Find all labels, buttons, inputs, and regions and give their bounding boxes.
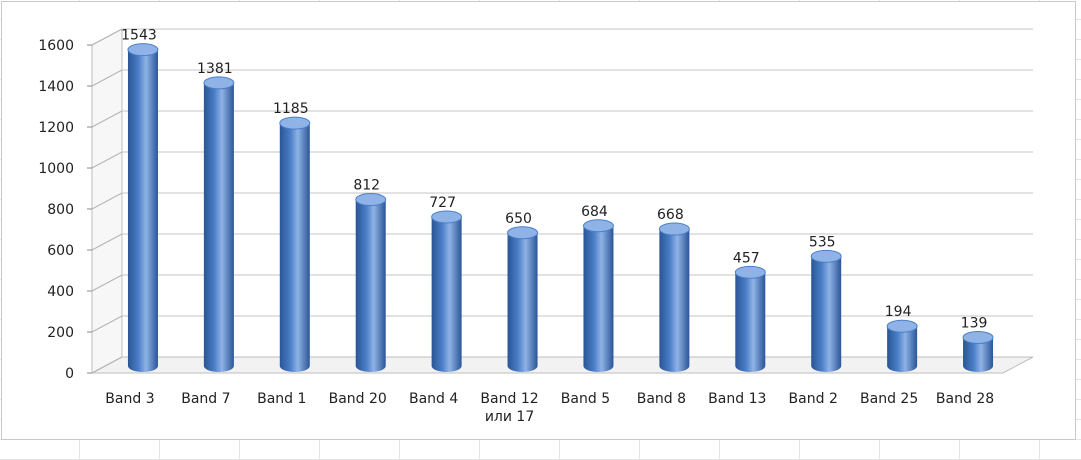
bar bbox=[203, 76, 235, 373]
x-tick-label: Band 25 bbox=[860, 391, 918, 407]
x-tick-label: Band 20 bbox=[329, 391, 387, 407]
data-label: 727 bbox=[429, 195, 456, 211]
bar-top bbox=[810, 249, 842, 263]
x-tick-label: Band 3 bbox=[105, 391, 154, 407]
bar-body bbox=[507, 232, 538, 373]
y-tick-label: 1200 bbox=[38, 120, 74, 136]
data-label: 812 bbox=[353, 178, 380, 194]
bar bbox=[810, 249, 842, 372]
data-label: 457 bbox=[733, 250, 760, 266]
bars: 1543 Band 3 1381 Band 7 1185 Band 1 812 Band 20… bbox=[105, 28, 994, 425]
gridline-side bbox=[91, 233, 123, 251]
bar-body bbox=[735, 272, 766, 372]
bar-body bbox=[811, 256, 842, 372]
x-tick-label: Band 28 bbox=[936, 391, 994, 407]
gridlines bbox=[91, 28, 1033, 374]
bar bbox=[279, 116, 311, 372]
gridline-side bbox=[91, 274, 123, 292]
bar-body bbox=[355, 199, 386, 372]
bar bbox=[431, 210, 463, 372]
bar-top bbox=[582, 219, 614, 233]
bar-top bbox=[355, 193, 387, 207]
bar-top bbox=[658, 222, 690, 236]
y-tick-label: 1600 bbox=[38, 38, 74, 54]
y-tick-label: 800 bbox=[47, 202, 74, 218]
y-axis: 0 200 400 600 800 1000 1200 1400 1600 bbox=[38, 38, 92, 382]
bar bbox=[582, 219, 614, 372]
y-tick-label: 1000 bbox=[38, 161, 74, 177]
x-tick-label: Band 13 bbox=[708, 391, 766, 407]
bar-body bbox=[431, 216, 462, 372]
gridline-side bbox=[91, 28, 123, 46]
bar-top bbox=[507, 226, 539, 240]
data-label: 1185 bbox=[273, 101, 309, 117]
bar-top bbox=[886, 319, 918, 333]
bar-body bbox=[659, 229, 690, 372]
y-tick-label: 400 bbox=[47, 284, 74, 300]
data-label: 535 bbox=[809, 234, 836, 250]
y-tick-label: 0 bbox=[65, 366, 74, 382]
y-tick-label: 1400 bbox=[38, 79, 74, 95]
x-tick-label: Band 5 bbox=[561, 391, 610, 407]
bar-top bbox=[127, 43, 159, 57]
gridline-side bbox=[91, 315, 123, 333]
bar-body bbox=[127, 49, 158, 373]
bar-body bbox=[963, 337, 994, 372]
bar-top bbox=[431, 210, 463, 224]
bar bbox=[507, 226, 539, 373]
x-tick-label: Band 4 bbox=[409, 391, 458, 407]
bar-body bbox=[279, 123, 310, 372]
bar-body bbox=[887, 326, 918, 372]
gridline-side bbox=[91, 192, 123, 210]
data-label: 668 bbox=[657, 207, 684, 223]
gridline-side bbox=[91, 69, 123, 87]
x-tick-label: Band 2 bbox=[789, 391, 838, 407]
x-tick-label: Band 8 bbox=[637, 391, 686, 407]
gridline-side bbox=[91, 356, 123, 374]
data-label: 1543 bbox=[121, 28, 157, 44]
gridline-side bbox=[91, 151, 123, 169]
bar-top bbox=[734, 265, 766, 279]
bar-top bbox=[203, 76, 235, 90]
bar bbox=[355, 193, 387, 372]
bar-body bbox=[203, 82, 234, 373]
bar-body bbox=[583, 225, 614, 372]
data-label: 194 bbox=[885, 304, 912, 320]
bar-top bbox=[279, 116, 311, 130]
bar bbox=[127, 43, 159, 373]
bar bbox=[658, 222, 690, 372]
bar bbox=[962, 331, 994, 372]
y-tick-label: 600 bbox=[47, 243, 74, 259]
x-tick-label: Band 1 bbox=[257, 391, 306, 407]
y-tick-label: 200 bbox=[47, 325, 74, 341]
x-tick-label: Band 12 или 17 bbox=[480, 391, 538, 425]
bar bbox=[734, 265, 766, 372]
data-label: 1381 bbox=[197, 61, 233, 77]
gridline-side bbox=[91, 110, 123, 128]
bar bbox=[886, 319, 918, 372]
bar-top bbox=[962, 331, 994, 345]
data-label: 684 bbox=[581, 204, 608, 220]
x-tick-label: Band 7 bbox=[181, 391, 230, 407]
data-label: 139 bbox=[961, 316, 988, 332]
data-label: 650 bbox=[505, 211, 532, 227]
